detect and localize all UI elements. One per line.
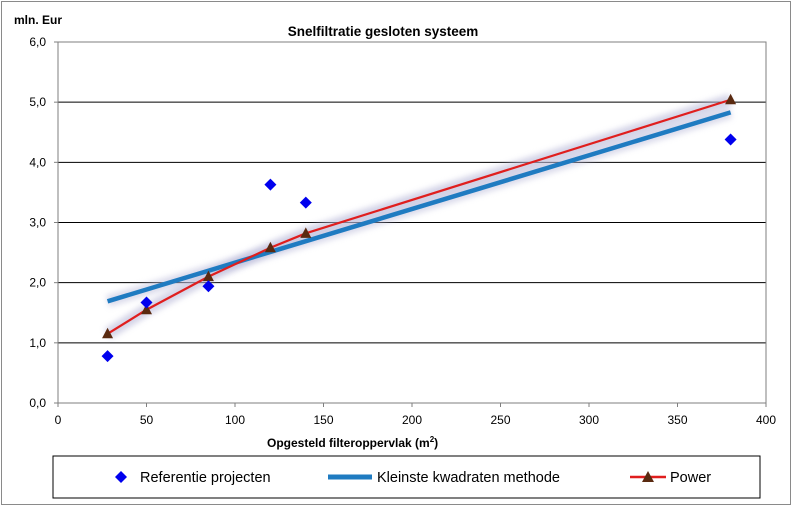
y-tick-labels: 0,0 1,0 2,0 3,0 4,0 5,0 6,0 xyxy=(29,35,46,410)
referentie-point xyxy=(140,296,153,309)
legend: Referentie projecten Kleinste kwadraten … xyxy=(52,455,761,499)
power-point xyxy=(300,227,312,238)
power-point xyxy=(725,93,737,105)
x-tick-labels: 0 50 100 150 200 250 300 350 400 xyxy=(55,413,777,427)
x-tick-label: 50 xyxy=(140,413,154,427)
x-axis-label-main: Opgesteld filteroppervlak (m xyxy=(267,436,430,450)
least-squares-line xyxy=(106,110,732,304)
y-tick-label: 4,0 xyxy=(29,155,46,169)
referentie-point xyxy=(202,280,215,293)
gridlines xyxy=(54,41,767,407)
referentie-point xyxy=(724,133,737,146)
x-axis-label-superscript: 2 xyxy=(430,435,435,444)
y-tick-label: 6,0 xyxy=(29,35,46,49)
x-tick-label: 350 xyxy=(667,413,687,427)
legend-label-kwadraten: Kleinste kwadraten methode xyxy=(377,470,560,486)
referentie-point xyxy=(299,196,312,209)
power-point xyxy=(264,241,276,253)
power-point xyxy=(202,270,214,282)
y-tick-label: 1,0 xyxy=(29,336,46,350)
x-tick-label: 200 xyxy=(402,413,422,427)
y-axis-label: mln. Eur xyxy=(14,13,62,27)
referentie-point xyxy=(264,178,277,191)
x-tick-label: 100 xyxy=(225,413,245,427)
y-tick-label: 0,0 xyxy=(29,396,46,410)
power-line xyxy=(106,98,731,335)
chart-title: Snelfiltratie gesloten systeem xyxy=(288,24,479,39)
legend-label-referentie: Referentie projecten xyxy=(140,470,271,486)
x-axis-label: Opgesteld filteroppervlak (m2) xyxy=(267,435,438,450)
y-tick-label: 5,0 xyxy=(29,95,46,109)
legend-diamond-marker xyxy=(115,471,127,483)
x-tick-label: 250 xyxy=(490,413,510,427)
x-tick-label: 300 xyxy=(579,413,599,427)
power-point xyxy=(102,327,114,339)
referentie-point xyxy=(101,350,114,363)
legend-triangle-marker xyxy=(642,471,654,482)
power-point xyxy=(141,303,152,315)
y-tick-label: 3,0 xyxy=(29,216,46,230)
x-tick-label: 400 xyxy=(756,413,776,427)
y-tick-label: 2,0 xyxy=(29,276,46,290)
x-tick-label: 0 xyxy=(55,413,62,427)
x-axis-label-end: ) xyxy=(434,436,438,450)
legend-label-power: Power xyxy=(670,470,711,486)
plot-area-border xyxy=(57,41,767,404)
series-layer xyxy=(101,93,737,363)
x-tick-label: 150 xyxy=(313,413,333,427)
